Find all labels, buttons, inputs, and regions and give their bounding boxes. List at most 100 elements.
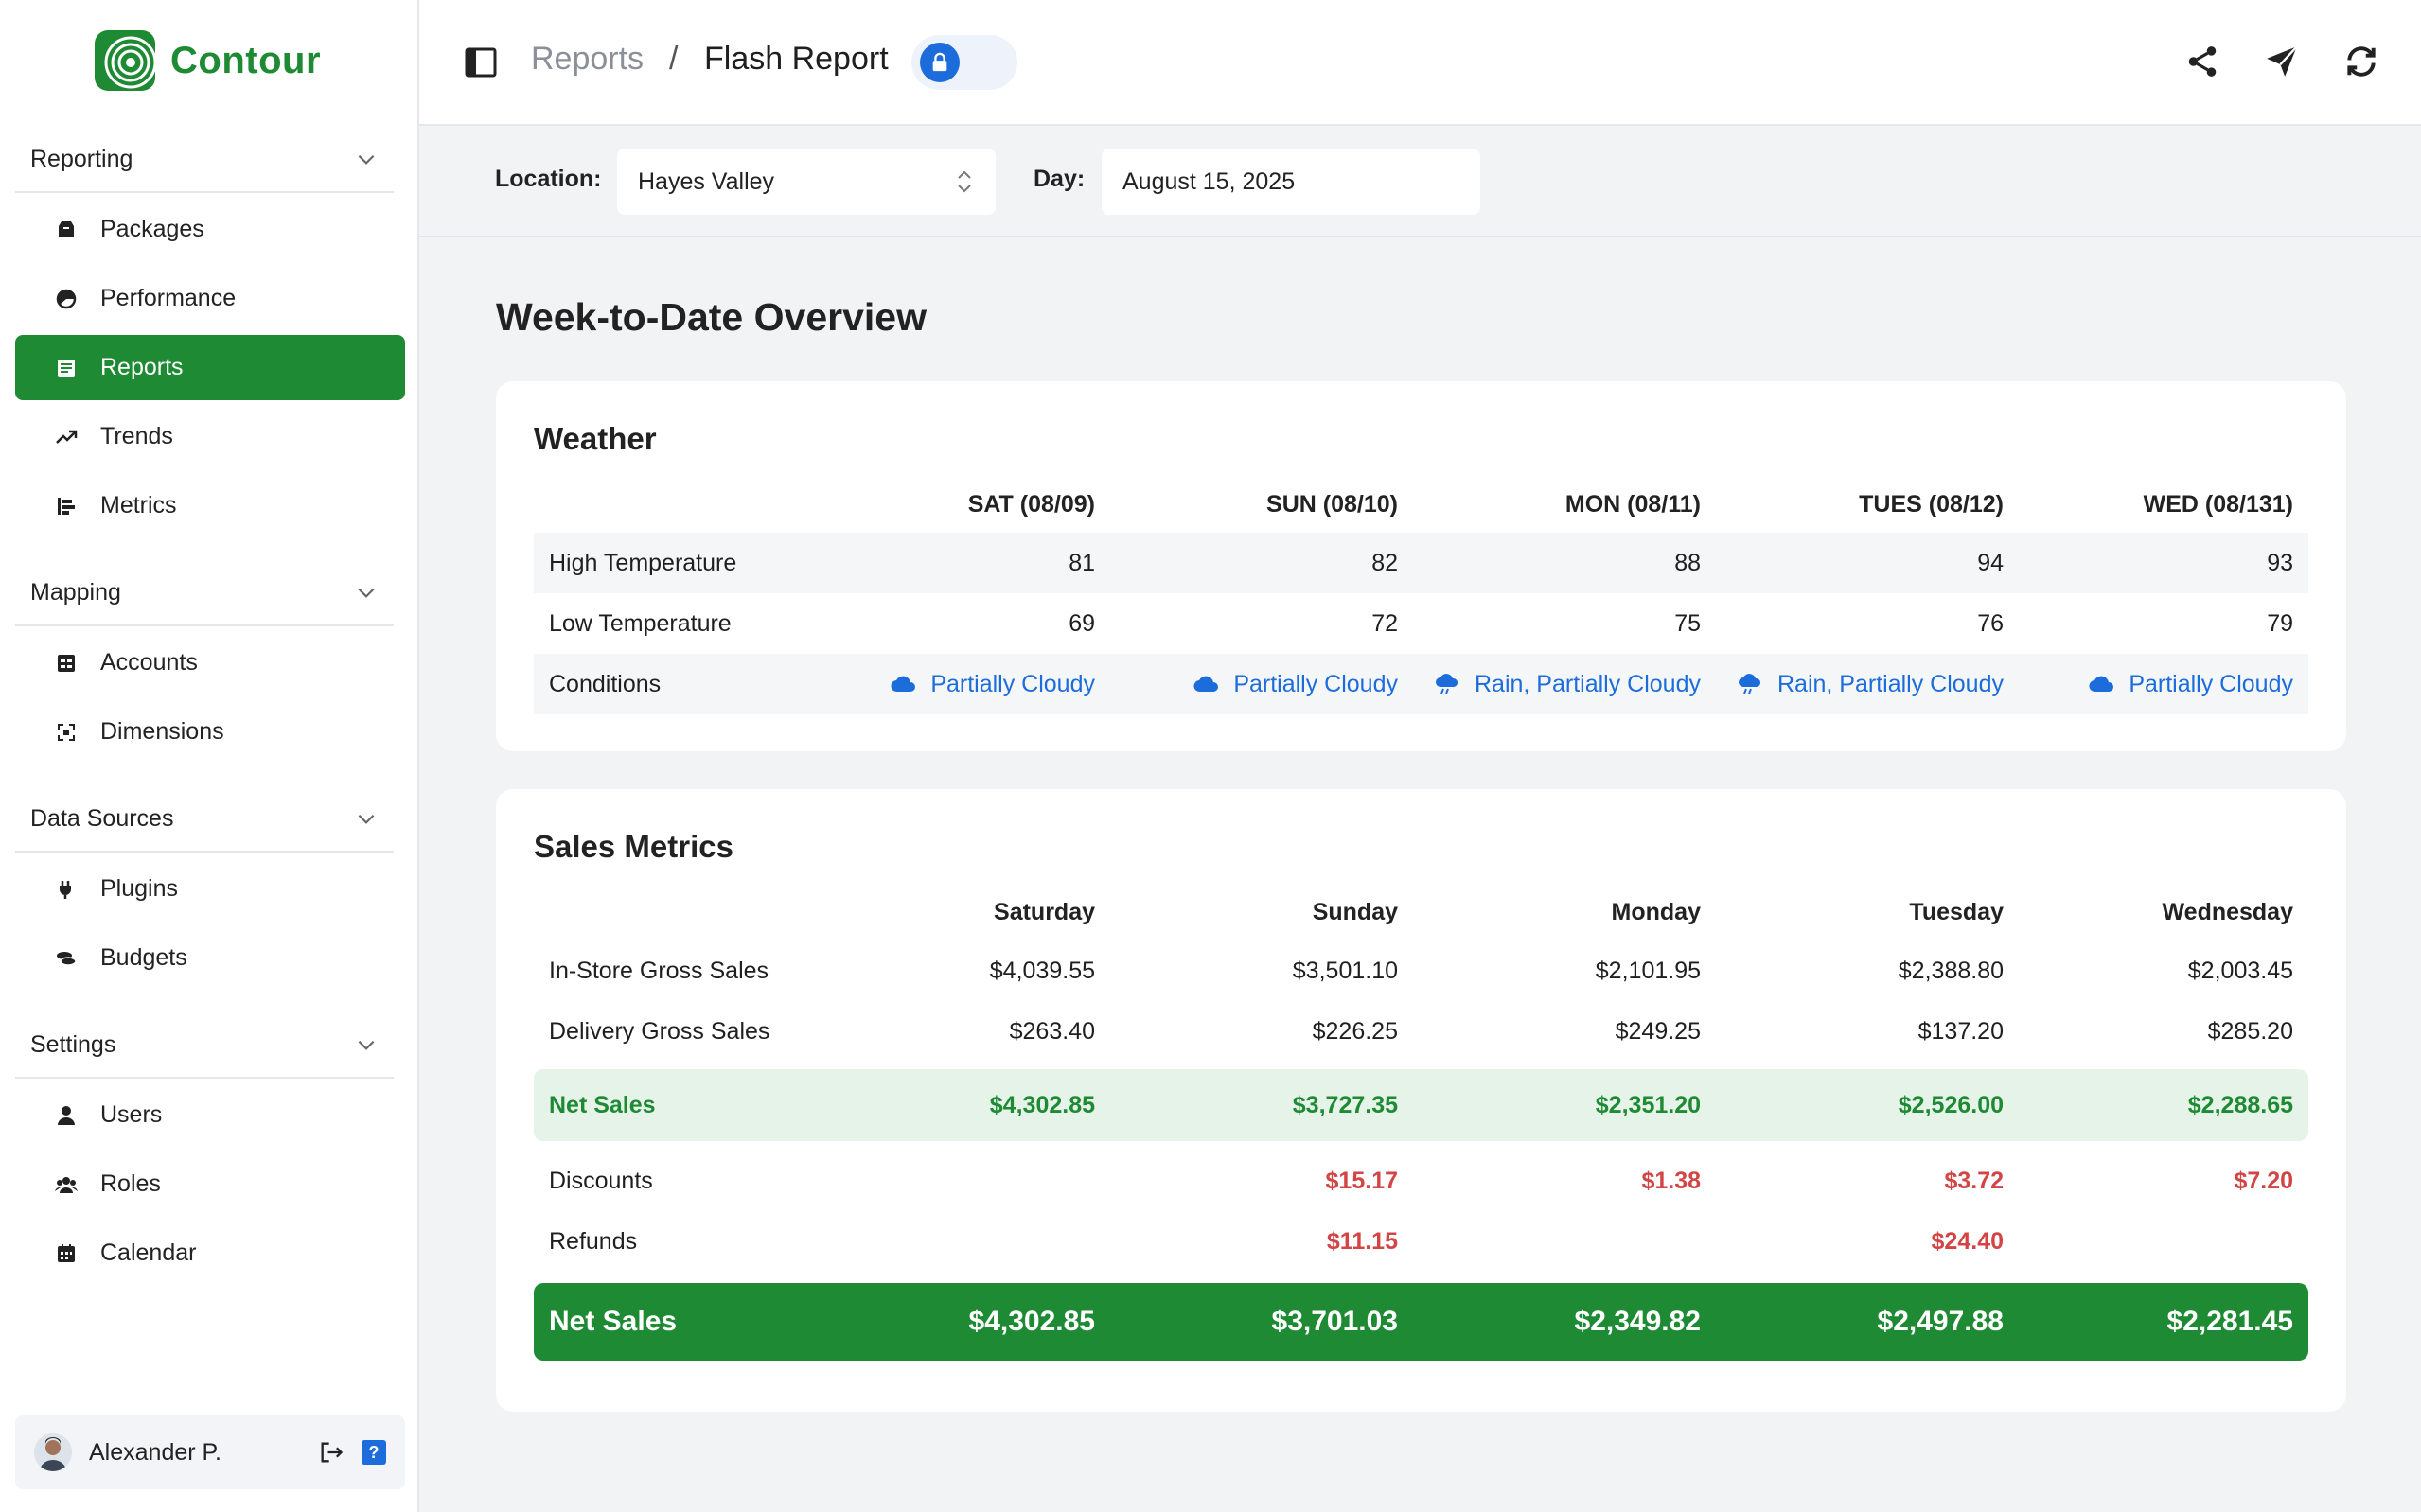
table-cell: $2,526.00	[1898, 1091, 2004, 1118]
table-cell: $263.40	[1009, 1017, 1095, 1045]
condition-text: Rain, Partially Cloudy	[1475, 670, 1701, 697]
share-icon[interactable]	[2184, 44, 2220, 79]
column-header: SUN (08/10)	[1266, 490, 1398, 518]
user-profile-bar[interactable]: Alexander P. ?	[15, 1415, 405, 1489]
sidebar-toggle-icon[interactable]	[465, 47, 497, 78]
sidebar-item-label: Roles	[100, 1170, 161, 1197]
table-cell: $2,288.65	[2187, 1091, 2293, 1118]
table-cell	[792, 1151, 1095, 1211]
table-cell: $7.20	[2234, 1167, 2293, 1194]
row-label: Net Sales	[549, 1091, 656, 1118]
sidebar-item-plugins[interactable]: Plugins	[15, 856, 405, 922]
column-header: Wednesday	[2162, 898, 2293, 925]
app-logo[interactable]: Contour	[93, 28, 321, 93]
table-row: High Temperature 81 82 88 94 93	[534, 533, 2308, 593]
table-row: In-Store Gross Sales $4,039.55 $3,501.10…	[534, 941, 2308, 1001]
section-header-settings[interactable]: Settings	[15, 1012, 394, 1079]
chevron-down-icon	[358, 814, 375, 824]
condition-cell: Rain, Partially Cloudy	[1701, 654, 2004, 714]
net-sales-row: Net Sales $4,302.85 $3,727.35 $2,351.20 …	[534, 1069, 2308, 1141]
table-cell: $2,497.88	[1877, 1306, 2004, 1337]
weather-table: SAT (08/09) SUN (08/10) MON (08/11) TUES…	[534, 476, 2308, 714]
nav-section-reporting: Reporting Packages Performance Reports T…	[15, 127, 405, 538]
page-title: Week-to-Date Overview	[496, 295, 927, 339]
send-icon[interactable]	[2264, 44, 2300, 79]
sidebar-item-budgets[interactable]: Budgets	[15, 925, 405, 991]
help-icon[interactable]: ?	[362, 1440, 386, 1465]
row-label: Conditions	[549, 670, 662, 697]
column-header: TUES (08/12)	[1859, 490, 2004, 518]
refresh-icon[interactable]	[2343, 44, 2379, 79]
logout-icon[interactable]	[318, 1439, 345, 1466]
table-cell: 82	[1371, 549, 1398, 576]
section-header-reporting[interactable]: Reporting	[15, 127, 394, 193]
row-label: High Temperature	[549, 549, 737, 576]
sidebar-item-label: Packages	[100, 216, 204, 242]
sidebar-item-users[interactable]: Users	[15, 1082, 405, 1148]
report-icon	[58, 359, 75, 377]
section-title: Settings	[30, 1030, 116, 1058]
table-cell: $15.17	[1325, 1167, 1398, 1194]
table-cell: $2,351.20	[1595, 1091, 1701, 1118]
sidebar-item-calendar[interactable]: Calendar	[15, 1221, 405, 1286]
column-header: Tuesday	[1909, 898, 2004, 925]
sidebar-item-performance[interactable]: Performance	[15, 266, 405, 331]
table-cell: $4,302.85	[968, 1306, 1095, 1337]
column-header: SAT (08/09)	[967, 490, 1095, 518]
table-cell: $285.20	[2207, 1017, 2293, 1045]
sidebar-item-packages[interactable]: Packages	[15, 197, 405, 262]
sidebar-item-accounts[interactable]: Accounts	[15, 630, 405, 695]
rain-cloud-icon	[1436, 674, 1458, 694]
table-cell: $249.25	[1615, 1017, 1701, 1045]
plug-icon	[60, 880, 71, 899]
sidebar: Contour Reporting Packages Performance R…	[0, 0, 419, 1512]
sidebar-item-label: Trends	[100, 423, 173, 449]
section-title: Reporting	[30, 145, 133, 172]
table-row: Low Temperature 69 72 75 76 79	[534, 593, 2308, 654]
cloud-icon	[2089, 676, 2114, 693]
sidebar-item-roles[interactable]: Roles	[15, 1152, 405, 1217]
table-cell	[1990, 1211, 2293, 1272]
table-icon	[58, 654, 75, 672]
top-bar: Reports / Flash Report	[419, 0, 2421, 126]
sidebar-item-metrics[interactable]: Metrics	[15, 473, 405, 538]
sales-table: Saturday Sunday Monday Tuesday Wednesday…	[534, 884, 2308, 1361]
table-row-conditions: Conditions Partially Cloudy Partially Cl…	[534, 654, 2308, 714]
sidebar-item-label: Plugins	[100, 875, 178, 902]
sidebar-item-dimensions[interactable]: Dimensions	[15, 699, 405, 765]
location-select[interactable]: Hayes Valley	[617, 149, 996, 215]
cloud-icon	[891, 676, 916, 693]
day-label: Day:	[1034, 166, 1086, 192]
sales-header-row: Saturday Sunday Monday Tuesday Wednesday	[534, 884, 2308, 941]
contour-logo-icon	[95, 30, 157, 91]
rain-cloud-icon	[1739, 674, 1761, 694]
condition-text: Rain, Partially Cloudy	[1777, 670, 2004, 697]
breadcrumb-separator: /	[669, 41, 679, 77]
table-cell: $3.72	[1944, 1167, 2004, 1194]
cloud-icon	[1193, 676, 1219, 693]
row-label: Net Sales	[549, 1306, 678, 1337]
table-cell: 88	[1674, 549, 1701, 576]
table-cell: $24.40	[1931, 1227, 2004, 1255]
table-row: Refunds $11.15 $24.40	[534, 1211, 2308, 1272]
lock-toggle[interactable]	[911, 35, 1017, 90]
select-arrows-icon	[958, 170, 971, 193]
section-header-mapping[interactable]: Mapping	[15, 560, 394, 626]
table-cell: $2,349.82	[1574, 1306, 1701, 1337]
table-cell: 69	[1069, 609, 1095, 637]
lock-icon	[920, 43, 960, 82]
table-cell: 93	[2267, 549, 2293, 576]
column-header: MON (08/11)	[1564, 490, 1701, 518]
sidebar-item-label: Users	[100, 1101, 163, 1128]
sidebar-item-reports[interactable]: Reports	[15, 335, 405, 400]
day-input[interactable]: August 15, 2025	[1102, 149, 1480, 215]
row-label: Delivery Gross Sales	[549, 1017, 770, 1045]
breadcrumb-parent[interactable]: Reports	[531, 41, 645, 77]
section-header-data-sources[interactable]: Data Sources	[15, 786, 394, 853]
avatar[interactable]	[34, 1433, 72, 1471]
table-row: Delivery Gross Sales $263.40 $226.25 $24…	[534, 1001, 2308, 1062]
sidebar-item-trends[interactable]: Trends	[15, 404, 405, 469]
pie-chart-icon	[56, 289, 77, 308]
section-title: Mapping	[30, 578, 121, 606]
table-cell	[1398, 1211, 1701, 1272]
